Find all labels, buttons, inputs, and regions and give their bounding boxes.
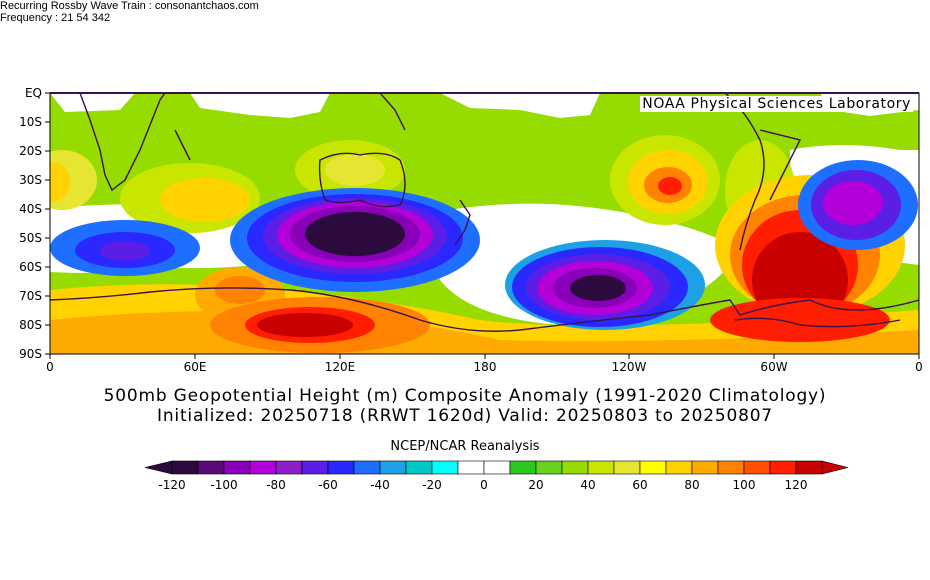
colorbar-swatch — [639, 460, 667, 475]
colorbar-label: 120 — [784, 478, 808, 492]
colorbar-swatch — [665, 460, 693, 475]
lat-label: 50S — [19, 231, 42, 245]
lat-label: 40S — [19, 202, 42, 216]
colorbar-swatch — [613, 460, 641, 475]
colorbar-swatch — [457, 460, 485, 475]
colorbar-label: -120 — [158, 478, 186, 492]
map-subtitle: Initialized: 20250718 (RRWT 1620d) Valid… — [157, 406, 773, 426]
lon-ticks — [49, 354, 920, 359]
map-title: 500mb Geopotential Height (m) Composite … — [103, 386, 827, 406]
colorbar-label: 100 — [732, 478, 756, 492]
colorbar-swatch — [717, 460, 745, 475]
colorbar-label: 20 — [528, 478, 544, 492]
lat-label: 10S — [19, 115, 42, 129]
colorbar-swatch — [197, 460, 225, 475]
colorbar-label: 80 — [684, 478, 700, 492]
colorbar-swatch — [795, 460, 823, 475]
colorbar-label: 60 — [632, 478, 648, 492]
colorbar-swatch — [769, 460, 797, 475]
colorbar-swatch — [743, 460, 771, 475]
lon-label: 120E — [324, 360, 356, 374]
colorbar-label: -40 — [370, 478, 390, 492]
lat-ticks — [45, 92, 50, 355]
lat-label: 70S — [19, 289, 42, 303]
colorbar-swatch — [275, 460, 303, 475]
lat-label: 90S — [19, 347, 42, 361]
colorbar-swatch — [431, 460, 459, 475]
colorbar-label: 0 — [480, 478, 488, 492]
lat-label: EQ — [24, 86, 42, 100]
colorbar-swatch — [561, 460, 589, 475]
header-source-text: Recurring Rossby Wave Train : consonantc… — [0, 0, 259, 12]
colorbar-swatch — [301, 460, 329, 475]
colorbar-label: -80 — [266, 478, 286, 492]
colorbar-swatch — [327, 460, 355, 475]
colorbar-min-arrow — [144, 460, 173, 475]
lon-label: 0 — [46, 360, 54, 374]
colorbar-label: -20 — [422, 478, 442, 492]
colorbar-swatch — [587, 460, 615, 475]
colorbar-swatch — [483, 460, 511, 475]
lat-label: 30S — [19, 173, 42, 187]
colorbar-max-arrow — [821, 460, 849, 475]
colorbar-label: -100 — [210, 478, 238, 492]
colorbar-swatch — [691, 460, 719, 475]
lat-label: 20S — [19, 144, 42, 158]
lon-label: 60W — [760, 360, 788, 374]
lon-label: 180 — [473, 360, 497, 374]
lon-label: 60E — [183, 360, 207, 374]
colorbar-label: -60 — [318, 478, 338, 492]
colorbar-swatch — [171, 460, 199, 475]
lon-label: 120W — [611, 360, 647, 374]
colorbar-title: NCEP/NCAR Reanalysis — [390, 439, 540, 454]
colorbar-swatch — [509, 460, 537, 475]
colorbar-swatch — [353, 460, 381, 475]
header-frequency-text: Frequency : 21 54 342 — [0, 12, 111, 24]
colorbar-swatch — [379, 460, 407, 475]
colorbar-swatch — [405, 460, 433, 475]
lat-label: 80S — [19, 318, 42, 332]
colorbar-swatch — [535, 460, 563, 475]
coastlines — [50, 93, 919, 332]
lat-label: 60S — [19, 260, 42, 274]
colorbar-swatch — [249, 460, 277, 475]
colorbar-label: 40 — [580, 478, 596, 492]
lab-label: NOAA Physical Sciences Laboratory — [640, 96, 913, 112]
lon-label: 0 — [915, 360, 923, 374]
colorbar-swatch — [223, 460, 251, 475]
anomaly-field — [50, 93, 919, 354]
